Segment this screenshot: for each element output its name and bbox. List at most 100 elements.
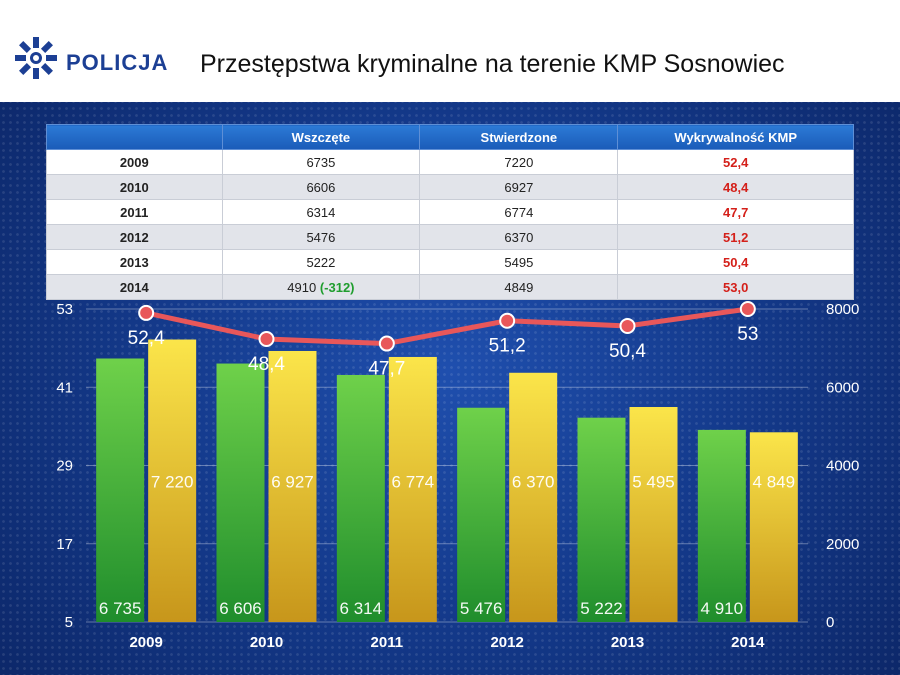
cell-wszczete: 4910 (-312): [221, 274, 421, 300]
wykrywalnosc-label: 50,4: [609, 341, 646, 362]
bar-wszczete-label: 6 314: [340, 599, 383, 618]
bar-wszczete-label: 4 910: [701, 599, 744, 618]
cell-year: 2009: [46, 149, 223, 175]
wykrywalnosc-point: [378, 335, 395, 352]
left-axis-tick-label: 17: [56, 536, 73, 553]
table-row: 2012 5476 6370 51,2: [46, 224, 854, 250]
cell-stwierdzone: 5495: [419, 249, 619, 275]
wykrywalnosc-point: [138, 304, 155, 321]
cell-stwierdzone: 6927: [419, 174, 619, 200]
header-bar: POLICJA Przestępstwa kryminalne na teren…: [0, 0, 900, 102]
cell-wszczete: 5476: [221, 224, 421, 250]
wykrywalnosc-point: [499, 312, 516, 329]
cell-stwierdzone: 4849: [419, 274, 619, 300]
cell-year: 2010: [46, 174, 223, 200]
cell-stwierdzone: 6370: [419, 224, 619, 250]
header-stwierdzone: Stwierdzone: [419, 124, 619, 150]
wykrywalnosc-label: 51,2: [489, 336, 526, 357]
wykrywalnosc-line: [145, 306, 749, 347]
bar-stwierdzone-label: 6 774: [392, 473, 435, 492]
bar-wszczete: [577, 417, 626, 622]
police-star-logo-icon: [15, 37, 57, 79]
wykrywalnosc-point: [619, 317, 636, 334]
cell-wykrywalnosc: 52,4: [617, 149, 854, 175]
cell-wszczete: 6606: [221, 174, 421, 200]
brand-name: POLICJA: [66, 50, 169, 75]
header-wykrywalnosc: Wykrywalność KMP: [617, 124, 854, 150]
bar-stwierdzone: [629, 407, 678, 622]
right-axis-tick-label: 2000: [826, 536, 859, 553]
cell-year: 2012: [46, 224, 223, 250]
table-row: 2010 6606 6927 48,4: [46, 174, 854, 200]
bar-stwierdzone-label: 6 927: [271, 473, 314, 492]
bar-stwierdzone: [509, 372, 558, 622]
header-year: [46, 124, 223, 150]
combo-chart: 6 735 7 220 6 606 6 927 6 314 6 774 5 476 6 370…: [56, 301, 859, 651]
bar-stwierdzone-label: 4 849: [753, 473, 796, 492]
cell-wykrywalnosc: 47,7: [617, 199, 854, 225]
right-axis-tick-label: 8000: [826, 301, 859, 318]
bar-stwierdzone: [388, 356, 437, 622]
bar-stwierdzone-label: 6 370: [512, 473, 555, 492]
cell-wszczete-delta: (-312): [319, 279, 355, 295]
cell-wykrywalnosc: 50,4: [617, 249, 854, 275]
table-header-row: Wszczęte Stwierdzone Wykrywalność KMP: [46, 124, 854, 150]
cell-stwierdzone: 6774: [419, 199, 619, 225]
left-axis-tick-label: 41: [56, 379, 73, 396]
cell-wszczete: 6735: [221, 149, 421, 175]
table-row: 2009 6735 7220 52,4: [46, 149, 854, 175]
wykrywalnosc-point: [258, 330, 275, 347]
bar-stwierdzone-label: 7 220: [151, 473, 194, 492]
wykrywalnosc-label: 52,4: [128, 328, 165, 349]
bar-wszczete: [96, 358, 145, 622]
x-axis-tick-label: 2010: [250, 634, 283, 651]
bar-wszczete-label: 5 222: [580, 599, 623, 618]
cell-wszczete-value: 6606: [306, 179, 336, 195]
wykrywalnosc-label: 48,4: [248, 354, 285, 375]
cell-year: 2013: [46, 249, 223, 275]
cell-wszczete-value: 6735: [306, 154, 336, 170]
cell-wykrywalnosc: 53,0: [617, 274, 854, 300]
header-wszczete: Wszczęte: [221, 124, 421, 150]
right-axis-tick-label: 0: [826, 614, 834, 631]
wykrywalnosc-label: 53: [737, 324, 758, 345]
bar-wszczete-label: 6 606: [219, 599, 262, 618]
right-axis-tick-label: 4000: [826, 458, 859, 475]
cell-wszczete-value: 5476: [306, 229, 336, 245]
bar-stwierdzone: [148, 339, 197, 622]
cell-wszczete: 5222: [221, 249, 421, 275]
cell-wykrywalnosc: 48,4: [617, 174, 854, 200]
right-axis-tick-label: 6000: [826, 379, 859, 396]
cell-wszczete-value: 6314: [306, 204, 336, 220]
bar-stwierdzone-label: 5 495: [632, 473, 675, 492]
x-axis-tick-label: 2011: [371, 634, 404, 651]
bar-wszczete: [697, 429, 746, 622]
page-title: Przestępstwa kryminalne na terenie KMP S…: [200, 50, 785, 78]
bar-wszczete-label: 6 735: [99, 599, 142, 618]
cell-wszczete-value: 4910: [287, 279, 317, 295]
bar-wszczete: [457, 407, 506, 622]
left-axis-tick-label: 53: [56, 301, 73, 318]
bar-stwierdzone: [268, 350, 317, 622]
bar-wszczete-label: 5 476: [460, 599, 503, 618]
wykrywalnosc-label: 47,7: [368, 359, 405, 380]
left-axis-tick-label: 29: [56, 458, 73, 475]
bar-stwierdzone: [749, 432, 798, 622]
wykrywalnosc-point: [739, 301, 756, 317]
table-row: 2014 4910 (-312) 4849 53,0: [46, 274, 854, 300]
x-axis-tick-label: 2012: [490, 634, 523, 651]
table-row: 2013 5222 5495 50,4: [46, 249, 854, 275]
table-row: 2011 6314 6774 47,7: [46, 199, 854, 225]
cell-stwierdzone: 7220: [419, 149, 619, 175]
cell-wykrywalnosc: 51,2: [617, 224, 854, 250]
bar-wszczete: [336, 374, 385, 622]
left-axis-tick-label: 5: [65, 614, 73, 631]
x-axis-tick-label: 2013: [611, 634, 644, 651]
bar-wszczete: [216, 363, 265, 622]
x-axis-tick-label: 2009: [129, 634, 162, 651]
cell-wszczete-value: 5222: [306, 254, 336, 270]
cell-wszczete: 6314: [221, 199, 421, 225]
x-axis-tick-label: 2014: [731, 634, 765, 651]
cell-year: 2011: [46, 199, 223, 225]
statistics-table: Wszczęte Stwierdzone Wykrywalność KMP 20…: [46, 124, 854, 300]
